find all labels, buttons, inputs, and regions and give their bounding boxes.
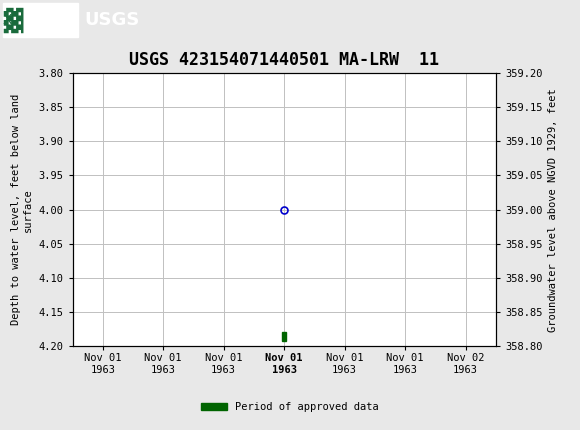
Y-axis label: Groundwater level above NGVD 1929, feet: Groundwater level above NGVD 1929, feet (548, 88, 558, 332)
Y-axis label: Depth to water level, feet below land
surface: Depth to water level, feet below land su… (12, 94, 33, 325)
Text: ▓: ▓ (3, 7, 22, 33)
Legend: Period of approved data: Period of approved data (197, 398, 383, 416)
Title: USGS 423154071440501 MA-LRW  11: USGS 423154071440501 MA-LRW 11 (129, 51, 439, 69)
Text: USGS: USGS (84, 11, 139, 29)
FancyBboxPatch shape (3, 3, 78, 37)
Bar (282, 332, 286, 341)
Text: X: X (3, 13, 12, 27)
